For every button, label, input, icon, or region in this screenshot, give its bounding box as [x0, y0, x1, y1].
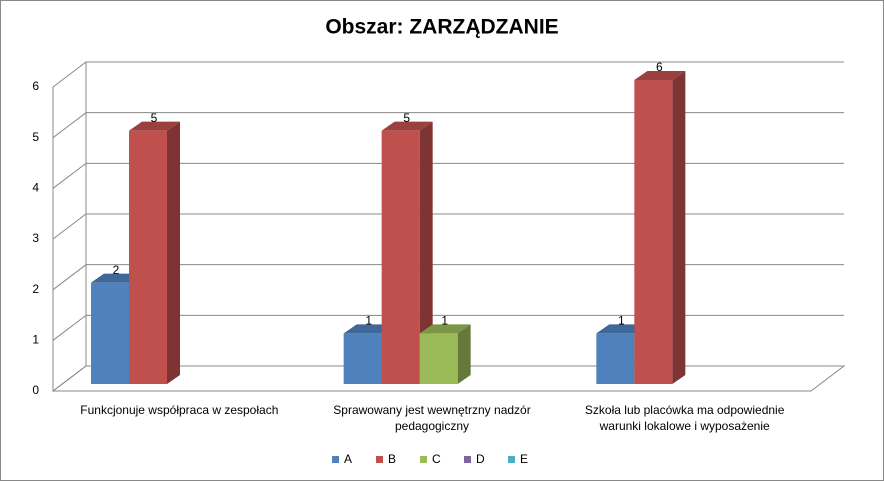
x-tick-label: Funkcjonuje współpraca w zespołach: [80, 403, 279, 417]
data-label: 1: [441, 314, 448, 328]
y-tick-label: 2: [32, 282, 39, 296]
legend-label: A: [344, 452, 352, 466]
y-tick-label: 1: [32, 333, 39, 347]
bar: [129, 130, 167, 384]
legend-swatch: [508, 456, 515, 463]
legend-swatch: [376, 456, 383, 463]
data-label: 5: [403, 111, 410, 125]
x-tick-label: Szkoła lub placówka ma odpowiednie warun…: [584, 403, 785, 433]
grid-line: [52, 365, 844, 392]
legend-swatch: [420, 456, 427, 463]
bar: [343, 333, 382, 384]
grid-line: [52, 162, 844, 189]
bar: [419, 333, 458, 384]
bar: [596, 333, 635, 384]
legend-swatch: [332, 456, 339, 463]
bar-top: [419, 324, 471, 334]
y-tick-label: 0: [32, 383, 39, 397]
legend-swatch: [464, 456, 471, 463]
grid-line: [52, 112, 844, 139]
data-label: 6: [656, 60, 663, 74]
legend-label: E: [520, 452, 528, 466]
data-label: 5: [151, 111, 158, 125]
legend-label: D: [476, 452, 485, 466]
y-tick-label: 4: [32, 181, 39, 195]
grid-line: [52, 61, 844, 88]
chart-title: Obszar: ZARZĄDZANIE: [325, 16, 558, 39]
bar: [634, 80, 673, 384]
y-tick-label: 3: [32, 231, 39, 245]
bar: [91, 282, 129, 384]
grid-line: [52, 264, 844, 291]
bar-side: [672, 71, 686, 384]
data-label: 1: [618, 314, 625, 328]
bar-top: [129, 121, 180, 131]
bar-top: [634, 71, 686, 80]
bar-side: [419, 121, 433, 385]
bar: [381, 130, 420, 384]
y-tick-label: 5: [32, 130, 39, 144]
grid-line: [52, 213, 844, 240]
x-tick-label: Sprawowany jest wewnętrzny nadzór pedago…: [333, 403, 531, 433]
data-label: 1: [365, 314, 372, 328]
bar-side: [457, 324, 471, 384]
grid-line: [52, 314, 844, 341]
bar-side: [167, 121, 180, 385]
bar-top: [381, 121, 433, 131]
y-tick-label: 6: [32, 79, 39, 93]
legend-label: B: [388, 452, 396, 466]
data-label: 2: [113, 263, 120, 277]
legend-label: C: [432, 452, 441, 466]
